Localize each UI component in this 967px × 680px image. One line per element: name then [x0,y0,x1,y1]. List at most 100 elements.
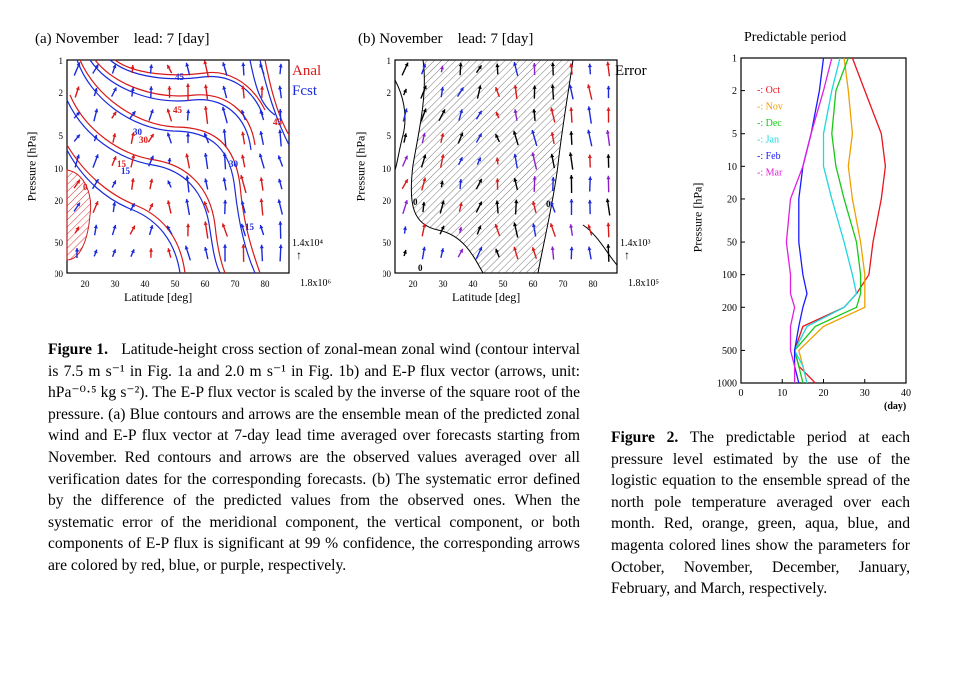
ep-flux-arrowhead [112,224,117,229]
ep-flux-arrowhead [149,109,154,114]
xtick: 20 [81,279,91,289]
fig2-ytick-label: 500 [722,346,737,357]
ep-flux-arrowhead [440,154,445,159]
contour-label: 15 [245,222,255,232]
ep-flux-arrowhead [532,109,537,113]
panel-b-plot: 0 0 0 1 2 5 10 20 50 100 20 30 40 50 60 … [383,56,618,289]
ep-flux-arrowhead [550,246,555,251]
ep-flux-arrowhead [568,84,573,89]
ep-flux-arrowhead [259,63,264,68]
ep-flux-arrowhead [223,199,228,204]
fig2-ytick-label: 100 [722,270,737,281]
ep-flux-arrowhead [458,157,463,162]
ep-flux-arrowhead [422,177,427,182]
ytick: 2 [59,88,64,98]
ep-flux-arrowhead [532,176,537,180]
ep-flux-arrowhead [148,248,154,252]
contour-label: 30 [229,159,239,169]
ep-flux-arrowhead [421,201,426,206]
ep-flux-arrowhead [478,201,483,206]
ep-flux-arrowhead [513,84,518,89]
ytick: 20 [383,196,392,206]
ep-flux-arrowhead [203,221,208,226]
panel-a-ylabel: Pressure [hPa] [24,131,39,202]
contour-label: 30 [139,135,149,145]
panel-b-scale-horiz: 1.8x10⁵ [628,278,659,289]
fig2-xtick-label: 30 [860,388,870,399]
ep-flux-arrowhead [74,248,80,252]
ep-flux-arrowhead [495,134,499,139]
ep-flux-arrowhead [550,84,555,89]
ep-flux-arrowhead [550,132,555,136]
ytick: 100 [55,269,64,279]
ep-flux-arrowhead [459,248,463,253]
ep-flux-arrowhead [459,132,464,137]
figure2-caption: Figure 2. The predictable period at each… [611,427,910,600]
contour-label: 0 [418,263,423,273]
figure2-caption-text: The predictable period at each pressure … [611,429,910,598]
ep-flux-arrowhead [93,134,98,139]
ep-flux-arrowhead [402,249,407,254]
ep-flux-arrowhead [586,84,591,89]
ep-flux-arrowhead [76,62,81,67]
ep-flux-arrowhead [531,201,536,205]
ep-flux-arrowhead [606,107,611,111]
xtick: 40 [141,279,151,289]
ep-flux-arrowhead [606,175,611,180]
ep-flux-arrowhead [203,132,208,137]
ep-flux-arrowhead [260,86,265,90]
ep-flux-arrowhead [94,201,99,206]
ep-flux-arrowhead [459,109,464,114]
ep-flux-arrowhead [112,249,117,254]
ep-flux-arrowhead [241,85,246,90]
ep-flux-arrowhead [185,223,191,228]
ep-flux-arrowhead [531,152,536,157]
ep-flux-arrowhead [112,111,117,116]
ep-flux-arrowhead [149,64,154,69]
xtick: 30 [439,279,449,289]
xtick: 50 [499,279,509,289]
ep-flux-arrowhead [278,221,283,225]
fig2-legend-entry: -: Dec [757,118,782,129]
ep-flux-arrowhead [478,246,483,251]
xtick: 60 [529,279,539,289]
ep-flux-arrowhead [130,87,135,92]
ep-flux-arrowhead [422,108,427,113]
ep-flux-arrowhead [93,224,98,229]
ep-flux-arrowhead [75,154,80,159]
ep-flux-arrowhead [458,179,463,183]
ep-flux-arrowhead [512,130,517,135]
ep-flux-arrowhead [203,84,209,89]
panel-b-title: (b) November lead: 7 [day] [358,31,533,48]
ep-flux-arrowhead [439,65,445,70]
ep-flux-arrowhead [259,244,264,249]
panel-a-label: (a) November [35,31,119,47]
figure1-caption: Figure 1. Latitude-height cross section … [48,339,580,577]
ep-flux-arrowhead [222,152,227,157]
ep-flux-arrowhead [112,156,117,161]
ep-flux-arrowhead [222,177,227,182]
ep-flux-arrowhead [440,200,445,205]
ep-flux-arrowhead [569,107,574,111]
ep-flux-arrowhead [606,244,611,248]
ep-flux-arrowhead [531,130,536,134]
ep-flux-arrowhead [203,106,208,110]
ep-flux-arrowhead [241,244,246,248]
panel-a-legend-fcst: Fcst [292,83,318,99]
ep-flux-arrowhead [131,203,135,208]
ep-flux-arrowhead [494,223,499,228]
ep-flux-arrowhead [278,109,283,113]
panel-a-plot: 45 45 30 30 15 15 45 30 0 15 1 2 5 10 20… [55,56,290,289]
ep-flux-arrowhead [278,85,283,90]
fig2-ytick-label: 5 [732,129,737,140]
ep-flux-arrowhead [259,131,264,135]
contour-label: 45 [175,72,185,82]
ep-flux-arrowhead [185,198,190,203]
contour-label: 30 [133,127,143,137]
contour-label: 0 [413,197,418,207]
ep-flux-arrowhead [203,153,208,157]
ep-flux-arrowhead [495,157,500,162]
fig2-legend-entry: -: Feb [757,151,781,162]
fig2-series-lines [785,57,887,384]
